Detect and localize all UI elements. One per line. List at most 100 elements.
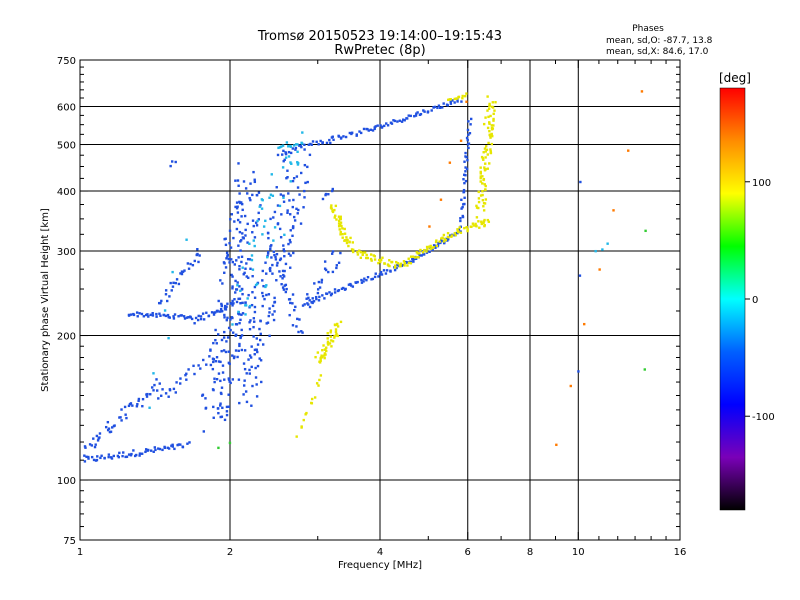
data-point (155, 378, 158, 381)
data-point (161, 388, 164, 391)
data-point (283, 158, 286, 162)
data-point (238, 297, 242, 300)
data-point (297, 330, 300, 334)
data-point (217, 446, 220, 450)
data-point (225, 410, 229, 413)
data-point (261, 233, 264, 236)
data-point (469, 117, 473, 121)
data-point (238, 230, 242, 234)
data-point (284, 290, 288, 294)
data-point (273, 253, 276, 257)
data-point (137, 397, 141, 401)
data-point (362, 127, 366, 131)
data-point (173, 447, 176, 451)
data-point (333, 334, 336, 338)
data-point (109, 456, 113, 459)
data-point (317, 384, 320, 387)
data-point (160, 299, 163, 303)
data-point (329, 293, 333, 297)
data-point (388, 264, 391, 268)
data-point (230, 258, 233, 261)
data-point (330, 292, 334, 295)
data-point (318, 361, 322, 364)
data-point (321, 142, 324, 145)
data-point (318, 286, 322, 289)
data-point (223, 316, 226, 319)
data-point (242, 384, 246, 387)
data-point (485, 148, 489, 151)
data-point (242, 393, 245, 396)
data-point (324, 192, 328, 196)
data-point (355, 134, 358, 137)
data-point (279, 236, 283, 239)
data-point (231, 299, 234, 303)
data-point (361, 253, 364, 257)
data-point (179, 272, 182, 275)
data-point (462, 203, 465, 206)
data-point (247, 358, 250, 361)
data-point (475, 204, 478, 208)
data-point (163, 445, 166, 449)
data-point (303, 148, 306, 151)
data-point (283, 233, 286, 237)
data-point (472, 224, 476, 227)
data-point (439, 241, 442, 245)
data-point (238, 285, 241, 288)
data-point (446, 104, 449, 107)
data-point (255, 383, 258, 386)
x-tick-label: 2 (227, 547, 233, 558)
data-point (291, 302, 294, 305)
data-point (285, 287, 288, 291)
data-point (329, 329, 333, 332)
data-point (480, 222, 483, 226)
data-point (282, 196, 285, 199)
data-point (390, 260, 393, 264)
data-point (272, 216, 275, 219)
data-point (289, 151, 293, 155)
data-point (253, 305, 257, 309)
data-point (300, 141, 303, 145)
data-point (483, 218, 486, 222)
data-point (317, 299, 321, 302)
data-point (439, 198, 443, 201)
data-point (296, 150, 299, 154)
data-point (167, 336, 170, 340)
data-point (460, 207, 463, 210)
data-point (333, 336, 336, 339)
data-point (295, 175, 299, 178)
data-point (359, 250, 362, 254)
data-point (232, 302, 235, 305)
data-point (300, 145, 303, 149)
data-point (217, 333, 220, 336)
data-point (289, 266, 292, 269)
data-point (172, 315, 175, 318)
data-point (246, 297, 249, 300)
data-point (221, 364, 225, 367)
data-point (380, 126, 384, 129)
data-point (164, 289, 168, 292)
data-point (220, 349, 223, 353)
data-point (269, 247, 272, 251)
data-point (236, 205, 239, 208)
data-point (339, 221, 343, 224)
data-point (151, 314, 155, 317)
data-point (437, 104, 441, 107)
data-point (192, 364, 195, 368)
data-point (433, 244, 436, 248)
data-point (390, 122, 394, 125)
data-point (484, 162, 487, 165)
data-point (319, 359, 322, 362)
data-point (237, 378, 241, 381)
data-point (242, 237, 245, 240)
data-point (273, 301, 276, 304)
data-point (158, 312, 161, 315)
data-point (289, 254, 292, 257)
data-point (413, 115, 416, 118)
data-point (243, 367, 247, 371)
data-point (479, 172, 482, 175)
data-point (278, 227, 282, 231)
data-point (398, 264, 402, 268)
data-point (225, 257, 228, 260)
data-point (471, 222, 475, 225)
data-point (244, 301, 247, 304)
